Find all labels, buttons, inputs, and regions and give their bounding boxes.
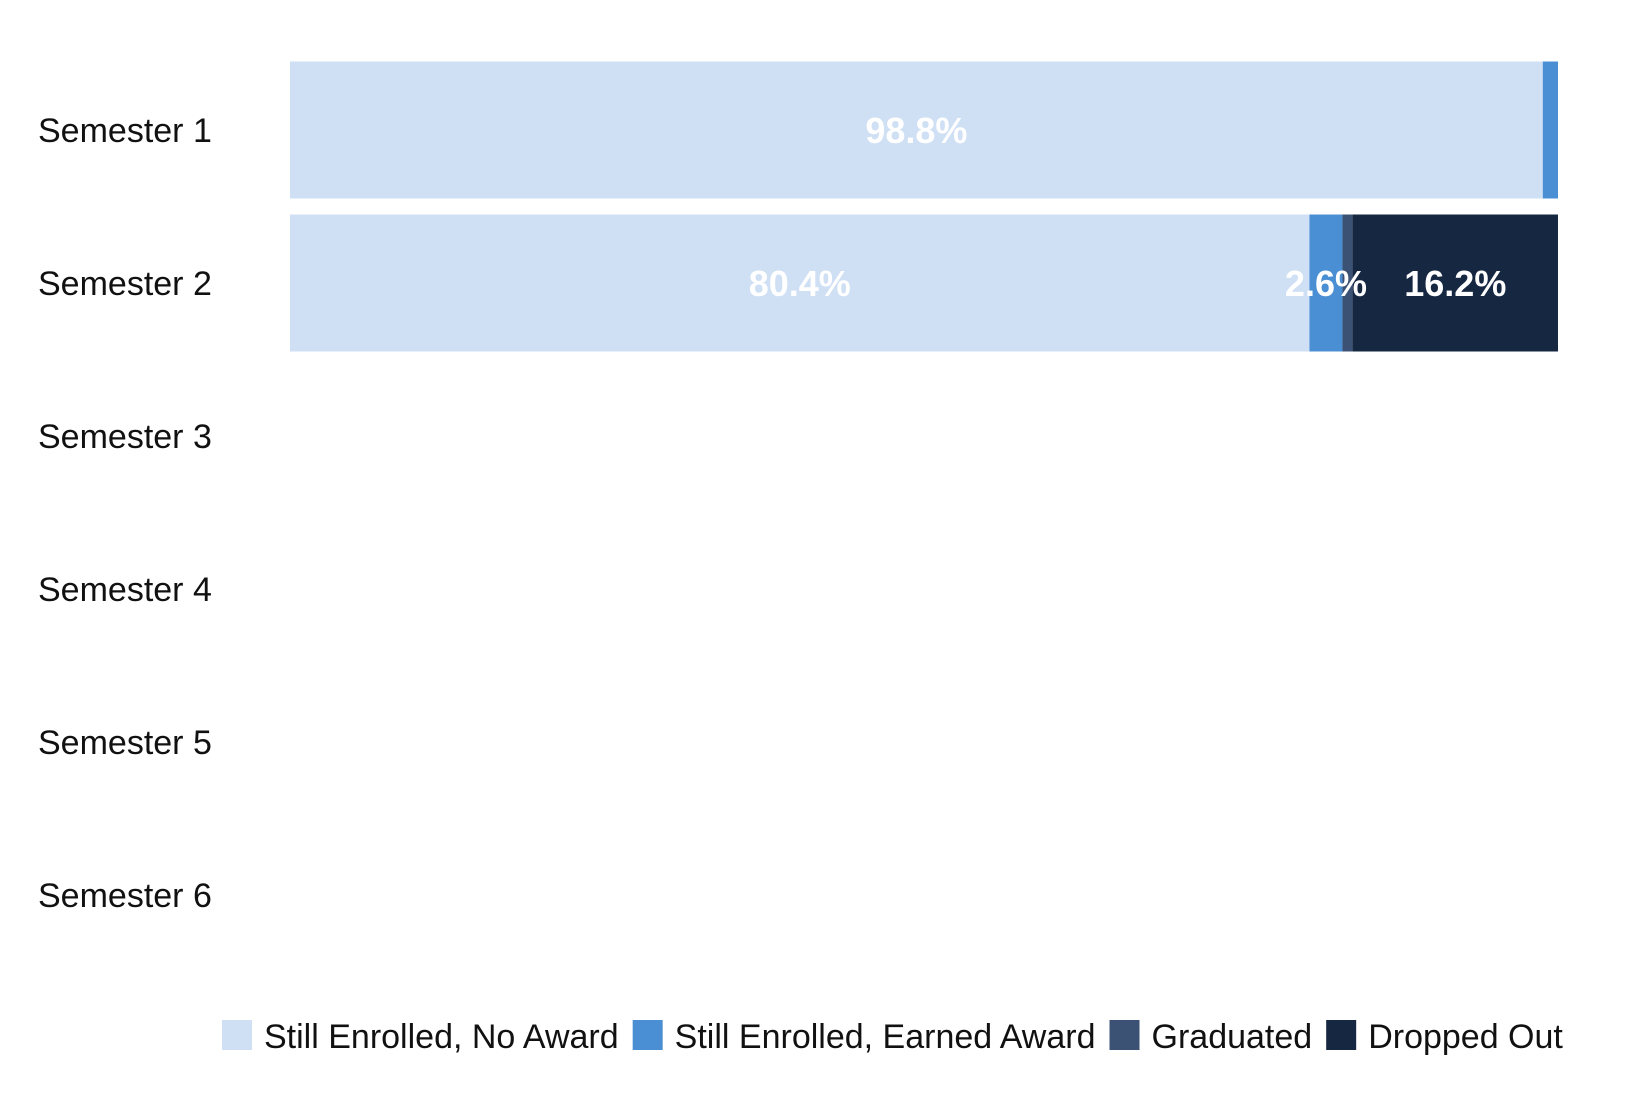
legend-swatch	[1326, 1020, 1357, 1050]
category-label: Semester 3	[38, 418, 212, 456]
bar-segment	[290, 61, 1543, 199]
category-label: Semester 5	[38, 724, 212, 762]
category-axis-labels: Semester 1 Semester 2 Semester 3 Semester 4…	[38, 112, 212, 915]
category-label: Semester 2	[38, 265, 212, 303]
category-label: Semester 1	[38, 112, 212, 150]
bar-segment	[1352, 214, 1558, 352]
legend-label: Still Enrolled, Earned Award	[675, 1018, 1096, 1056]
legend-label: Still Enrolled, No Award	[264, 1018, 619, 1056]
legend-swatch	[632, 1020, 663, 1050]
bar-segment	[1342, 214, 1353, 352]
legend-swatch	[222, 1020, 252, 1050]
bar-segments	[290, 61, 1558, 352]
data-label: 98.8%	[865, 110, 967, 151]
bar-segment	[1309, 214, 1343, 352]
data-label: 16.2%	[1404, 263, 1506, 304]
legend-label: Dropped Out	[1368, 1018, 1563, 1056]
bar-segment	[1542, 61, 1558, 199]
category-label: Semester 6	[38, 877, 212, 915]
legend-label: Graduated	[1152, 1018, 1313, 1056]
legend-swatch	[1109, 1020, 1140, 1050]
legend: Still Enrolled, No Award Still Enrolled, …	[222, 1018, 1563, 1056]
data-label: 80.4%	[749, 263, 851, 304]
category-label: Semester 4	[38, 571, 212, 609]
bar-segment	[290, 214, 1310, 352]
data-label: 2.6%	[1285, 263, 1367, 304]
data-labels: 98.8% 80.4% 2.6% 16.2%	[749, 110, 1507, 304]
